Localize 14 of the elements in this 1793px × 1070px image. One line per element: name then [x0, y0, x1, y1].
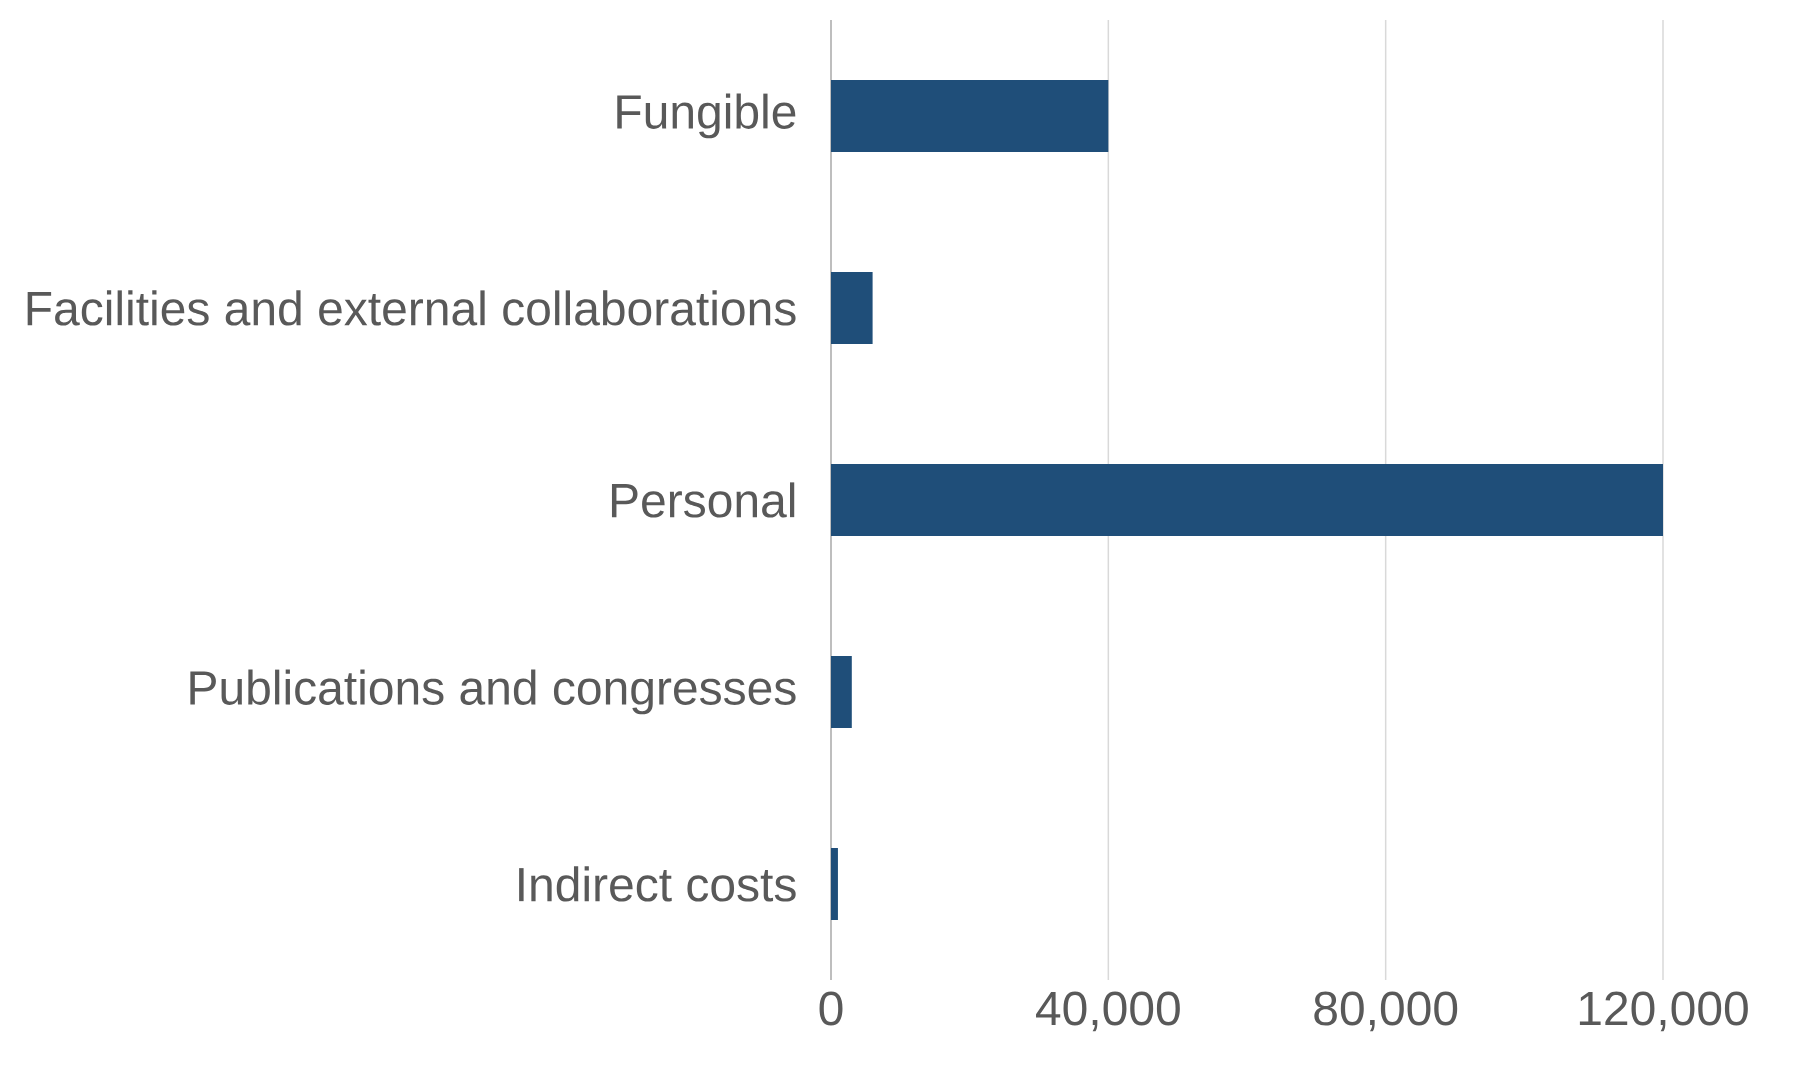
y-tick-label: Personal [611, 482, 795, 518]
x-tick-label: 40,000 [1036, 991, 1180, 1032]
x-tick-label: 80,000 [1314, 991, 1458, 1032]
x-tick-label: 0 [819, 991, 843, 1026]
bar [831, 80, 1109, 152]
y-tick-label: Fungible [617, 93, 796, 139]
bar [831, 272, 873, 344]
x-tick-label: 120,000 [1579, 991, 1748, 1032]
bar [831, 464, 1663, 536]
y-tick-label: Facilities and external collaborations [27, 290, 796, 326]
y-tick-label: Publications and congresses [190, 669, 796, 715]
y-tick-label: Indirect costs [519, 866, 796, 902]
bar [831, 848, 838, 920]
bar [831, 656, 852, 728]
